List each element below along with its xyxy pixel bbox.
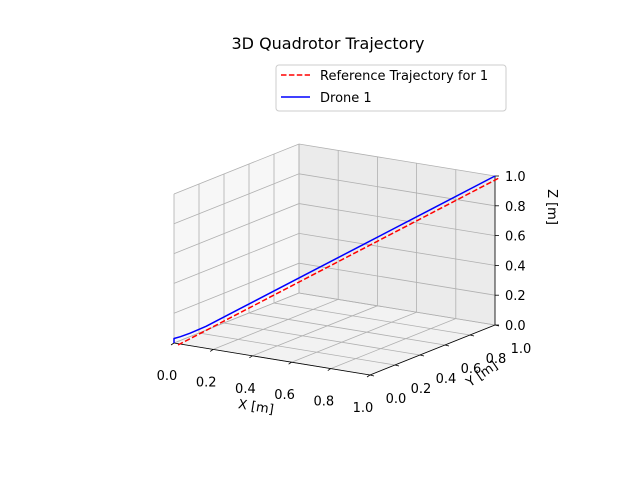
chart-title: 3D Quadrotor Trajectory	[231, 34, 424, 53]
z-grid-line	[173, 232, 496, 284]
y-tick-label: 0.0	[386, 392, 407, 407]
legend-label-reference: Reference Trajectory for 1	[320, 69, 488, 84]
x-axis-line	[173, 342, 371, 376]
x-tick-label: 0.4	[235, 382, 256, 397]
z-axis-label: Z [m]	[544, 189, 559, 225]
y-tick-mark	[469, 334, 475, 337]
legend-frame	[275, 64, 507, 112]
x-tick-label: 0.0	[157, 369, 178, 384]
y-axis-line	[369, 324, 496, 376]
z-tick-label: 0.0	[505, 319, 526, 334]
z-grid-line	[173, 203, 496, 254]
z-grid-line	[173, 292, 496, 344]
x-tick-mark	[327, 368, 332, 371]
y-tick-mark	[419, 354, 425, 357]
z-tick-label: 0.4	[505, 259, 526, 274]
back-wall-pane	[299, 144, 495, 325]
z-grid-line	[173, 173, 496, 225]
x-tick-label: 0.2	[196, 375, 217, 390]
x-axis-label: X [m]	[237, 397, 275, 417]
z-tick-label: 0.2	[505, 289, 526, 304]
axis-lines	[173, 176, 496, 376]
legend: Reference Trajectory for 1 Drone 1	[275, 64, 507, 112]
y-tick-label: 0.8	[486, 352, 507, 367]
series-lines	[173, 175, 500, 346]
x-tick-mark	[288, 361, 292, 365]
x-tick-mark	[170, 342, 175, 346]
z-grid-line	[173, 262, 496, 314]
x-tick-label: 0.6	[274, 388, 295, 403]
x-tick-label: 1.0	[353, 401, 374, 416]
y-tick-label: 1.0	[511, 342, 532, 357]
y-tick-mark	[369, 374, 375, 377]
x-tick-mark	[209, 349, 214, 352]
x-tick-mark	[249, 355, 253, 359]
z-tick-label: 0.8	[505, 200, 526, 215]
y-tick-label: 0.6	[461, 362, 482, 377]
y-tick-mark	[444, 344, 450, 347]
z-tick-label: 0.6	[505, 230, 526, 245]
y-tick-label: 0.4	[436, 372, 457, 387]
x-tick-label: 0.8	[313, 395, 334, 410]
x-tick-mark	[366, 374, 371, 378]
drone-trajectory-line	[173, 175, 496, 343]
legend-label-drone: Drone 1	[320, 91, 372, 106]
tick-labels: 0.0 0.2 0.4 0.6 0.8 1.0 0.0 0.2 0.4 0.6 0.8 1.0 0.0 0…	[157, 170, 532, 416]
z-tick-label: 1.0	[505, 170, 526, 185]
reference-trajectory-line	[177, 177, 500, 346]
y-tick-label: 0.2	[411, 382, 432, 397]
left-wall-pane	[174, 144, 299, 343]
z-grid-line	[173, 143, 496, 195]
y-tick-mark	[394, 364, 400, 367]
